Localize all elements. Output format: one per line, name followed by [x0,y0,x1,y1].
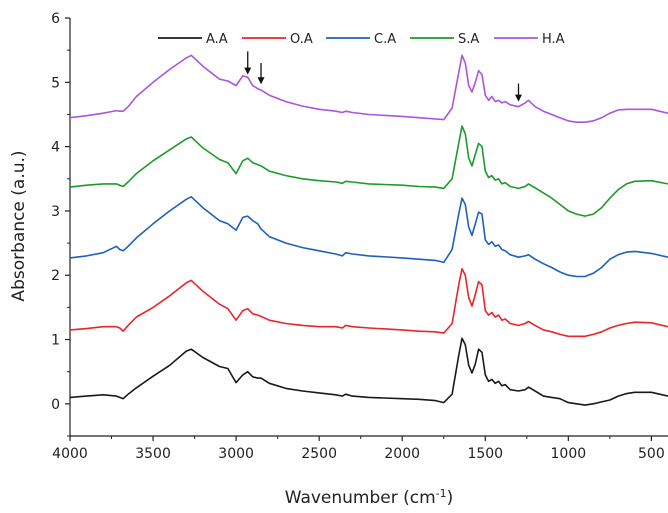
annotation-arrow [515,83,522,102]
legend-label: C.A [374,32,396,47]
y-tick-label: 3 [51,204,60,220]
legend-item-oa: O.A [242,32,313,47]
x-tick-label: 500 [638,446,665,462]
series-line-ha [69,54,668,123]
legend-label: S.A [458,32,479,47]
y-tick-label: 4 [51,140,60,156]
x-tick-label: 1000 [551,446,587,462]
plot-area [69,54,668,406]
x-tick-label: 4000 [52,446,88,462]
x-axis-title-tail: ) [447,488,454,508]
axes: 4000 3500 3000 2500 2000 1500 1000 500 0 1 2 3 4 5 6 [51,11,668,462]
annotations [244,51,522,102]
legend-item-sa: S.A [410,32,479,47]
series-line-ca [69,196,668,278]
y-tick-label: 1 [51,333,60,349]
y-tick-label: 5 [51,75,60,91]
series-line-sa [69,125,668,217]
legend: A.A O.A C.A S.A H.A [158,32,565,47]
annotation-arrow [244,51,252,75]
y-tick-label: 0 [51,397,60,413]
legend-label: O.A [290,32,313,47]
annotation-arrow [257,63,265,85]
y-axis-title: Absorbance (a.u.) [9,150,29,301]
y-tick-label: 2 [51,268,60,284]
x-tick-label: 3500 [135,446,171,462]
x-axis-title: Wavenumber (cm-1) [285,487,454,509]
y-tick-label: 6 [51,11,60,27]
x-tick-label: 2500 [301,446,337,462]
x-tick-label: 2000 [384,446,420,462]
legend-item-ha: H.A [494,32,565,47]
legend-label: H.A [542,32,565,47]
series-line-aa [69,337,668,406]
x-tick-label: 3000 [218,446,254,462]
x-axis-title-main: Wavenumber (cm [285,488,436,508]
legend-label: A.A [206,32,228,47]
legend-item-aa: A.A [158,32,228,47]
legend-item-ca: C.A [326,32,396,47]
series-line-oa [69,268,668,338]
x-axis-title-superscript: -1 [436,487,447,500]
x-tick-label: 1500 [467,446,503,462]
